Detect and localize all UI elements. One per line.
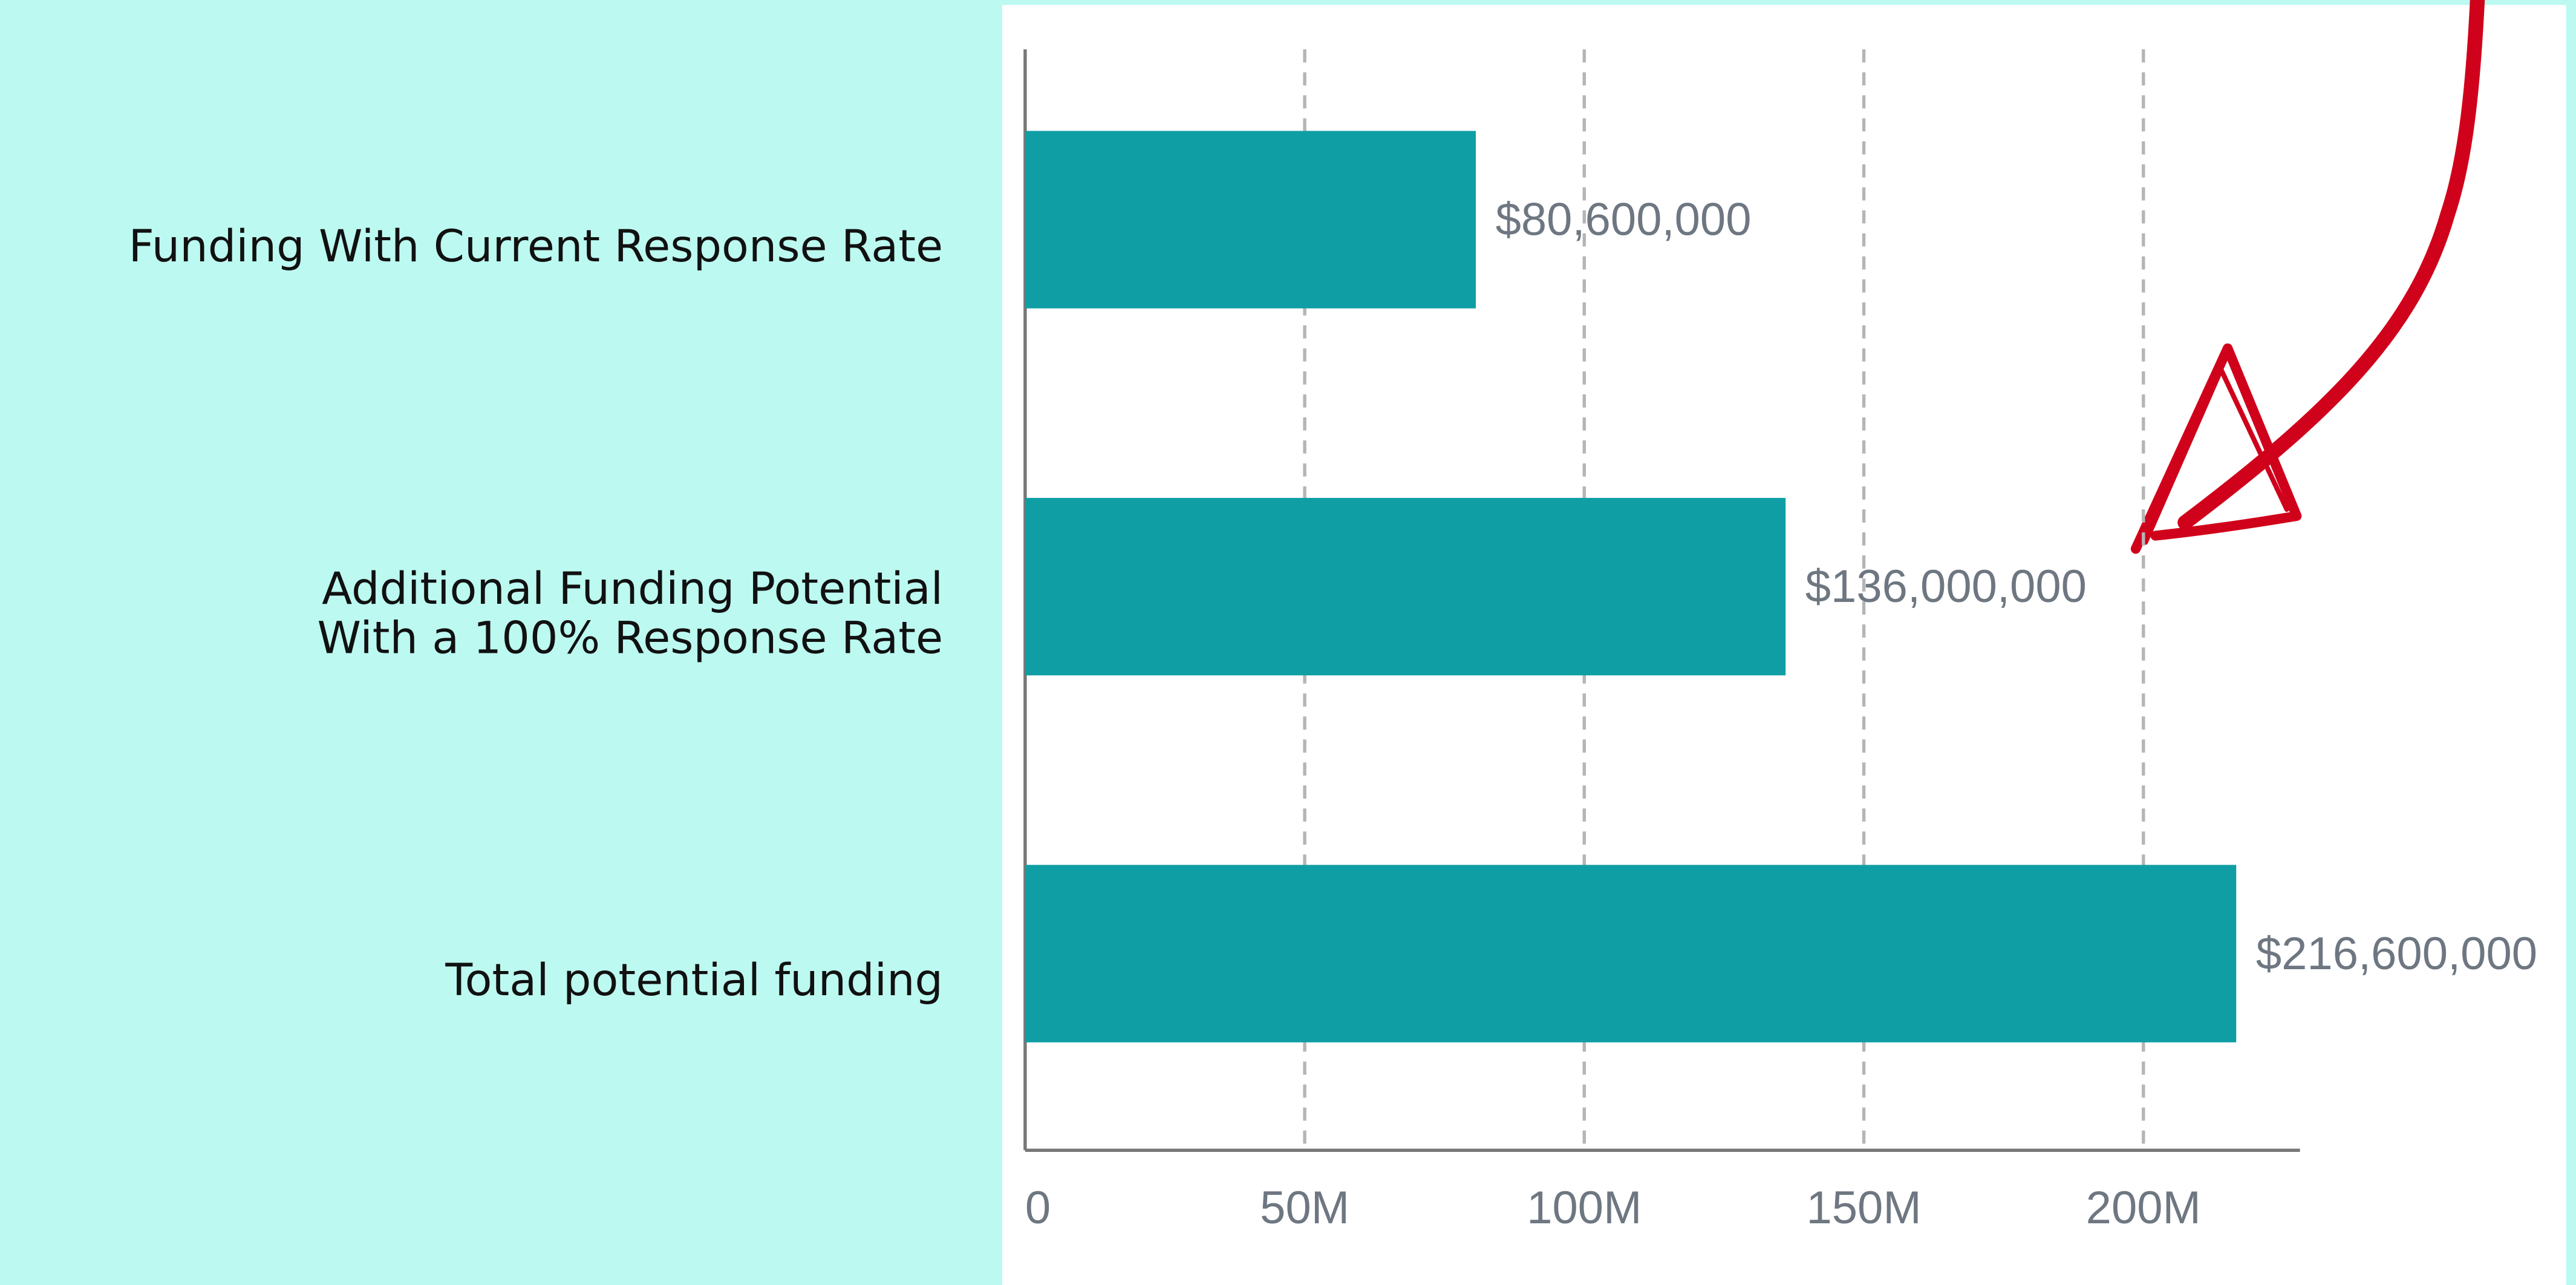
category-label-line: Additional Funding Potential (322, 563, 943, 615)
x-tick-label: 150M (1806, 1182, 1921, 1234)
x-tick-label: 0 (1025, 1182, 1051, 1234)
x-tick-label: 100M (1527, 1182, 1642, 1234)
category-label: Total potential funding (445, 955, 943, 1006)
value-label: $216,600,000 (2256, 928, 2537, 979)
x-tick-label: 200M (2086, 1182, 2201, 1234)
decor-arrow (2130, 0, 2485, 554)
category-label: Additional Funding Potential With a 100% … (317, 563, 943, 664)
value-label: $136,000,000 (1805, 561, 2087, 612)
category-label: Funding With Current Response Rate (129, 221, 944, 272)
bar (1025, 131, 1476, 309)
category-label-line: With a 100% Response Rate (317, 612, 943, 664)
bar (1025, 497, 1786, 676)
x-tick-label: 50M (1260, 1182, 1349, 1234)
bar (1025, 865, 2237, 1042)
plot-area: 0 50M 100M 150M 200M $80,600,000 Funding With … (129, 49, 2537, 1234)
value-label: $80,600,000 (1496, 194, 1752, 246)
